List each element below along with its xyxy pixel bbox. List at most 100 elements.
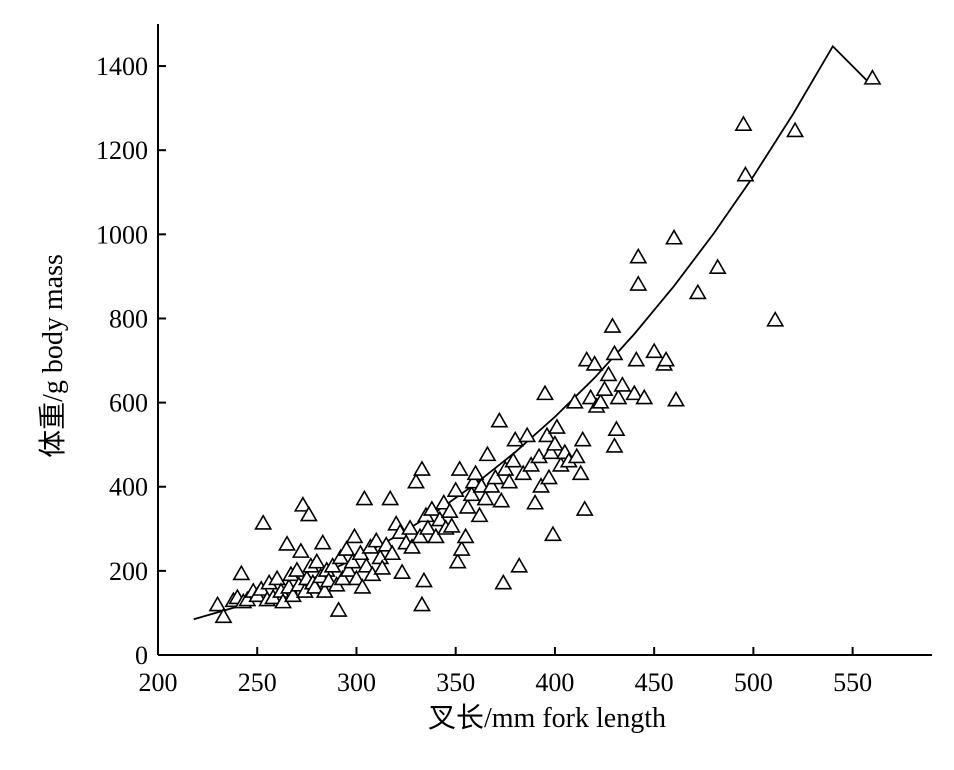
data-point-triangle — [430, 510, 449, 527]
data-point-triangle — [538, 426, 556, 443]
y-axis-title: 体重/g body mass — [37, 254, 69, 458]
data-point-triangle — [403, 538, 422, 554]
data-point-triangle — [450, 460, 469, 476]
data-point-triangle — [478, 445, 497, 462]
data-point-triangle — [645, 342, 664, 359]
data-point-triangle — [331, 548, 350, 565]
data-point-triangle — [440, 502, 459, 518]
data-point-triangle — [657, 350, 676, 367]
data-point-triangle — [367, 531, 386, 548]
data-point-triangle — [494, 573, 513, 590]
data-point-triangle — [591, 392, 610, 409]
data-point-triangle — [383, 544, 402, 561]
data-point-triangle — [567, 447, 586, 464]
y-tick-label: 800 — [109, 304, 148, 333]
data-point-triangle — [339, 561, 358, 577]
data-point-triangle — [625, 384, 644, 401]
data-point-triangle — [283, 586, 302, 603]
data-point-triangle — [293, 496, 312, 512]
data-point-triangle — [410, 527, 429, 544]
data-point-triangle — [581, 388, 600, 405]
data-point-triangle — [543, 525, 562, 542]
x-tick-label: 350 — [436, 668, 475, 697]
data-point-triangle — [442, 517, 461, 533]
data-point-triangle — [605, 344, 624, 361]
data-point-triangle — [532, 477, 551, 493]
data-point-triangle — [766, 310, 785, 327]
data-point-triangle — [526, 493, 545, 510]
data-point-triangle — [287, 561, 306, 577]
x-tick-label: 250 — [238, 668, 277, 697]
data-point-triangle — [452, 540, 471, 556]
data-point-triangle — [492, 491, 511, 508]
data-points — [208, 69, 882, 624]
data-point-triangle — [605, 437, 624, 453]
data-point-triangle — [536, 384, 554, 401]
data-point-triangle — [539, 468, 558, 485]
data-point-triangle — [708, 258, 727, 274]
data-point-triangle — [458, 498, 477, 514]
y-tick-label: 400 — [109, 473, 148, 502]
data-point-triangle — [518, 426, 537, 443]
data-point-triangle — [414, 571, 433, 588]
data-point-triangle — [688, 283, 707, 300]
y-tick-label: 1400 — [96, 52, 148, 81]
data-point-triangle — [665, 228, 683, 245]
data-point-triangle — [627, 350, 646, 367]
data-point-triangle — [514, 464, 533, 481]
data-point-triangle — [482, 477, 501, 493]
data-point-triangle — [434, 493, 453, 510]
data-point-triangle — [232, 564, 251, 581]
data-point-triangle — [573, 430, 592, 447]
y-tick-label: 0 — [135, 641, 148, 670]
data-point-triangle — [393, 563, 412, 579]
data-point-triangle — [530, 447, 549, 464]
data-point-triangle — [355, 489, 374, 506]
fit-curve — [193, 44, 870, 621]
data-point-triangle — [329, 601, 348, 617]
y-tick-label: 600 — [109, 389, 148, 418]
data-point-triangle — [504, 451, 523, 468]
x-tick-label: 550 — [833, 668, 872, 697]
x-axis-title: 叉长/mm fork length — [428, 702, 666, 734]
data-point-triangle — [333, 569, 352, 586]
data-point-triangle — [667, 390, 685, 407]
data-point-triangle — [599, 365, 618, 382]
data-point-triangle — [603, 317, 622, 333]
data-point-triangle — [278, 535, 296, 551]
data-point-triangle — [545, 435, 564, 451]
data-point-triangle — [585, 355, 604, 371]
data-point-triangle — [407, 472, 425, 489]
data-point-triangle — [353, 578, 372, 594]
data-point-triangle — [609, 388, 628, 405]
data-point-triangle — [412, 460, 431, 476]
data-point-triangle — [736, 165, 755, 182]
data-point-triangle — [401, 519, 420, 535]
data-point-triangle — [299, 505, 318, 522]
y-tick-label: 1200 — [96, 136, 148, 165]
data-point-triangle — [500, 472, 519, 489]
y-tick-label: 200 — [109, 557, 148, 586]
data-point-triangle — [357, 557, 376, 573]
x-tick-label: 300 — [337, 668, 376, 697]
x-tick-label: 500 — [734, 668, 773, 697]
data-point-triangle — [381, 489, 400, 506]
data-point-triangle — [496, 460, 515, 476]
data-point-triangle — [486, 468, 505, 485]
data-point-triangle — [541, 443, 560, 460]
data-point-triangle — [462, 485, 481, 502]
data-point-triangle — [446, 481, 465, 497]
data-point-triangle — [337, 540, 356, 556]
data-point-triangle — [208, 595, 227, 612]
fit-curve-group — [193, 44, 870, 621]
data-point-triangle — [571, 464, 590, 481]
data-point-triangle — [214, 607, 233, 624]
data-point-triangle — [254, 514, 273, 530]
data-point-triangle — [426, 527, 445, 544]
data-point-triangle — [268, 569, 287, 586]
data-point-triangle — [373, 559, 392, 575]
data-point-triangle — [470, 506, 489, 523]
data-point-triangle — [313, 533, 332, 550]
data-point-triangle — [412, 595, 431, 612]
